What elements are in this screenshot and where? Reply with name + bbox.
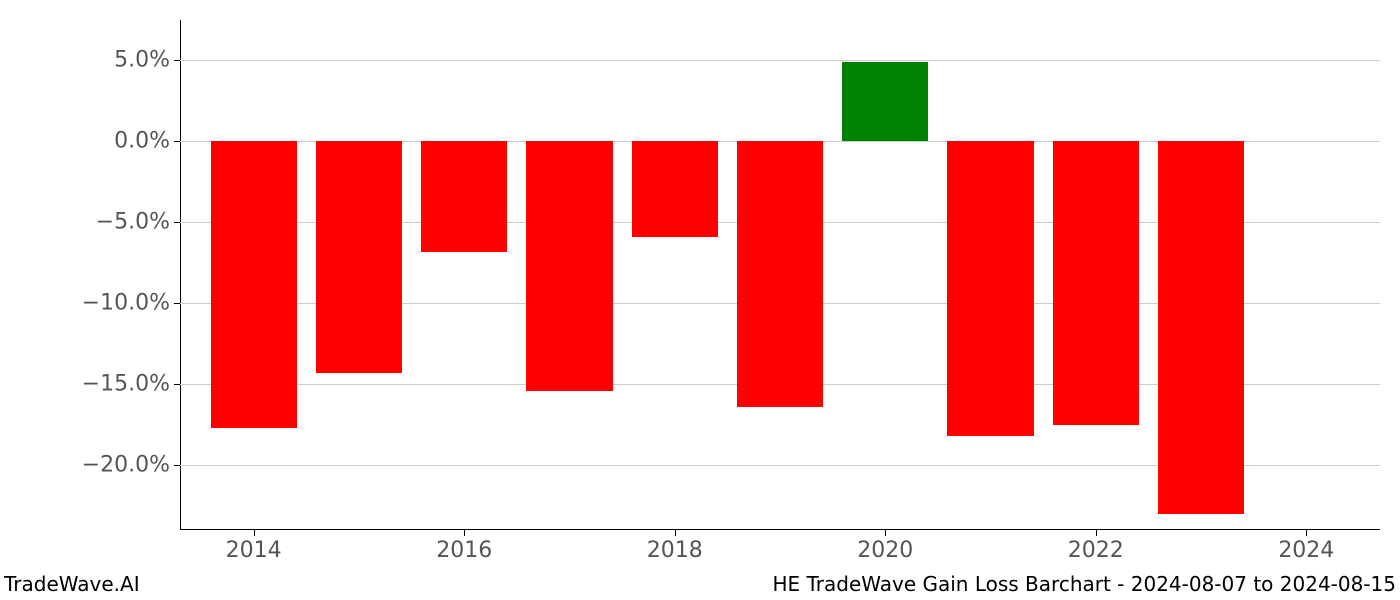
y-tick-label: −15.0% — [82, 372, 180, 397]
y-tick-label: 0.0% — [114, 129, 180, 154]
bar — [1053, 141, 1139, 424]
x-tick-label: 2020 — [857, 530, 913, 563]
footer-left-text: TradeWave.AI — [4, 572, 140, 596]
bar — [211, 141, 297, 428]
footer-right-text: HE TradeWave Gain Loss Barchart - 2024-0… — [772, 572, 1396, 596]
chart-container: −20.0% −15.0% −10.0% −5.0% 0.0% 5.0% 2014 2016 2… — [0, 0, 1400, 600]
x-tick-label: 2014 — [226, 530, 282, 563]
axis-spine-bottom — [180, 529, 1380, 530]
bar — [737, 141, 823, 407]
y-tick-label: −20.0% — [82, 453, 180, 478]
bar — [842, 62, 928, 141]
bar — [1158, 141, 1244, 513]
axis-spine-left — [180, 20, 181, 530]
x-tick-label: 2022 — [1068, 530, 1124, 563]
bar — [526, 141, 612, 390]
x-tick-label: 2018 — [647, 530, 703, 563]
bar — [632, 141, 718, 237]
bar — [316, 141, 402, 373]
y-tick-label: 5.0% — [114, 48, 180, 73]
x-tick-label: 2024 — [1278, 530, 1334, 563]
x-tick-label: 2016 — [436, 530, 492, 563]
y-tick-label: −10.0% — [82, 291, 180, 316]
bar — [947, 141, 1033, 436]
bar — [421, 141, 507, 251]
plot-area: −20.0%−15.0%−10.0%−5.0%0.0%5.0%201420162… — [180, 20, 1380, 530]
y-tick-label: −5.0% — [96, 210, 180, 235]
grid-line — [180, 60, 1380, 61]
